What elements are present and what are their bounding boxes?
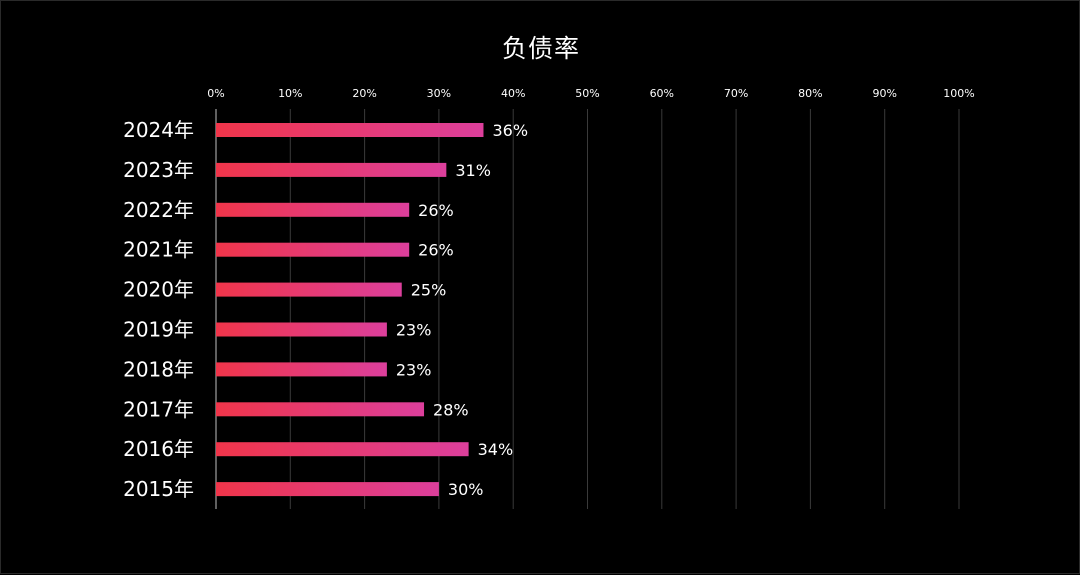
chart-title: 负债率 bbox=[501, 34, 580, 63]
category-label: 2022年 bbox=[123, 198, 194, 222]
x-tick-label: 0% bbox=[207, 87, 224, 100]
bar bbox=[216, 482, 439, 497]
category-label: 2018年 bbox=[123, 357, 194, 381]
category-label: 2023年 bbox=[123, 158, 194, 182]
category-label: 2015年 bbox=[123, 477, 194, 501]
data-label: 26% bbox=[418, 201, 454, 220]
bar bbox=[216, 123, 484, 137]
data-label: 34% bbox=[478, 440, 514, 459]
data-label: 30% bbox=[448, 480, 484, 499]
x-tick-label: 50% bbox=[575, 87, 599, 100]
category-label: 2019年 bbox=[123, 318, 194, 342]
bar bbox=[216, 202, 410, 217]
data-label: 36% bbox=[492, 121, 528, 140]
data-label: 25% bbox=[411, 281, 447, 300]
x-tick-label: 60% bbox=[650, 87, 674, 100]
bar bbox=[216, 242, 410, 257]
bar bbox=[216, 282, 402, 297]
data-label: 23% bbox=[396, 360, 432, 379]
category-label: 2020年 bbox=[123, 278, 194, 302]
x-tick-label: 40% bbox=[501, 87, 525, 100]
x-tick-label: 80% bbox=[798, 87, 822, 100]
data-label: 26% bbox=[418, 241, 454, 260]
data-label: 28% bbox=[433, 400, 469, 419]
x-tick-label: 20% bbox=[352, 87, 376, 100]
bar bbox=[216, 442, 469, 457]
x-tick-label: 70% bbox=[724, 87, 748, 100]
x-tick-label: 90% bbox=[872, 87, 896, 100]
category-label: 2024年 bbox=[123, 118, 194, 142]
bar bbox=[216, 322, 387, 337]
bar bbox=[216, 162, 447, 177]
x-tick-label: 30% bbox=[427, 87, 451, 100]
data-label: 31% bbox=[455, 161, 491, 180]
category-label: 2017年 bbox=[123, 397, 194, 421]
data-label: 23% bbox=[396, 321, 432, 340]
x-tick-label: 100% bbox=[943, 87, 974, 100]
category-label: 2021年 bbox=[123, 238, 194, 262]
bar bbox=[216, 402, 425, 417]
x-tick-label: 10% bbox=[278, 87, 302, 100]
category-label: 2016年 bbox=[123, 437, 194, 461]
bar bbox=[216, 362, 387, 377]
